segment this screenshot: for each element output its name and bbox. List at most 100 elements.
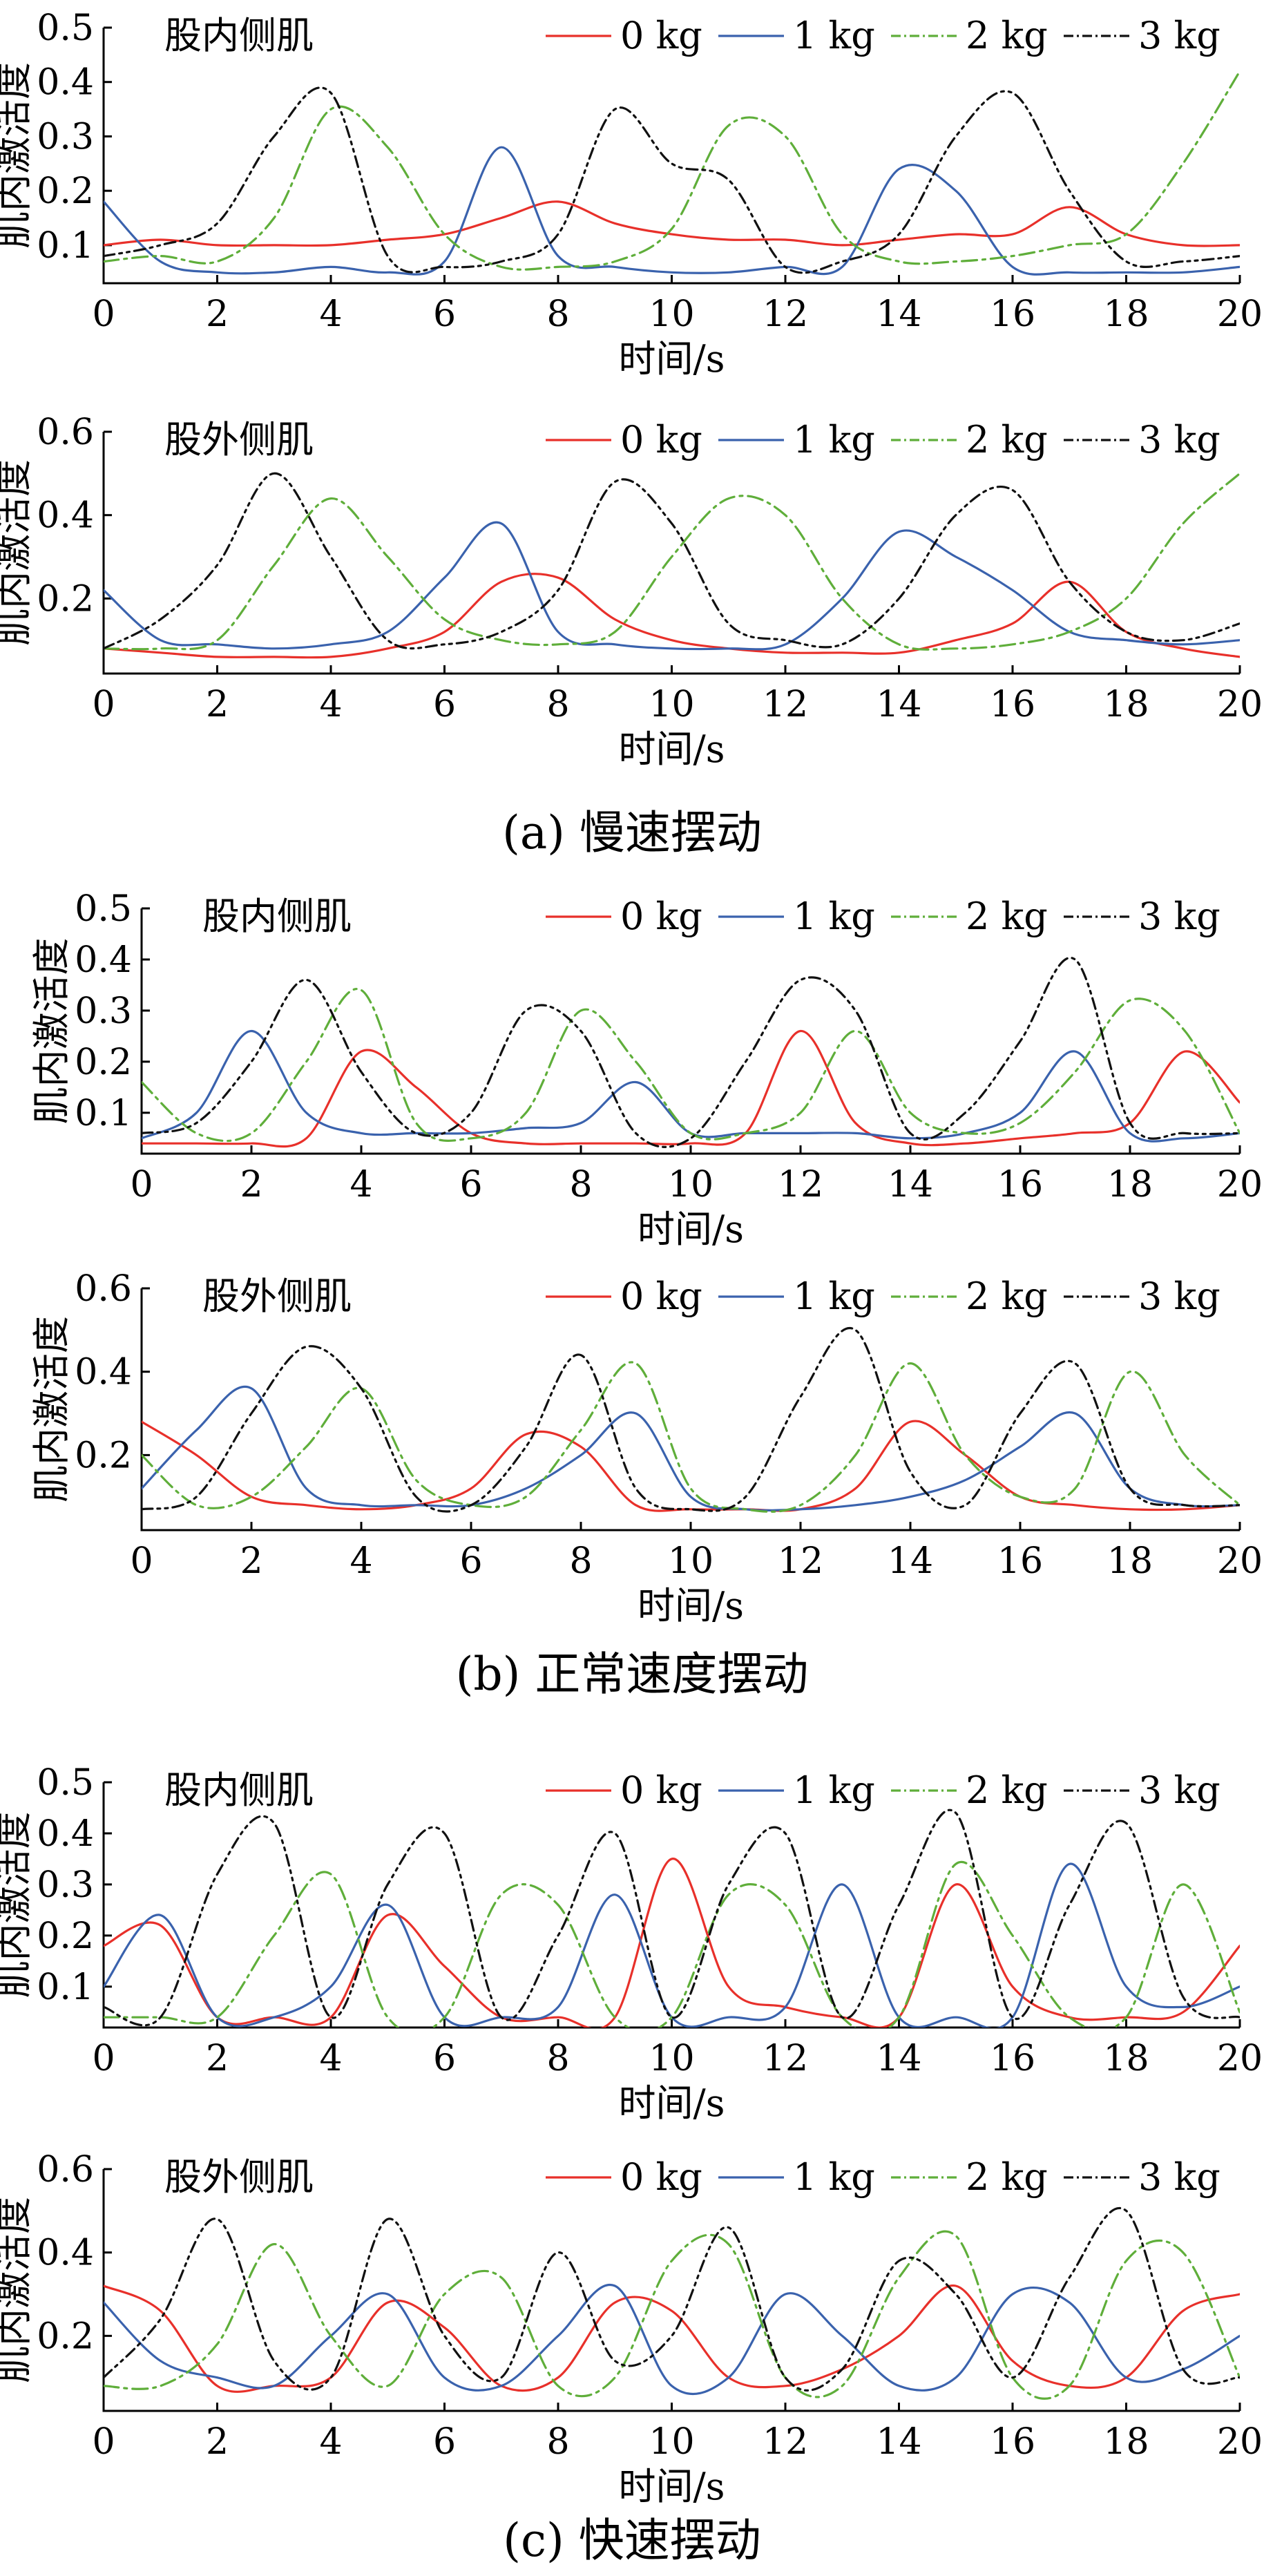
x-axis-label: 时间/s bbox=[638, 1208, 744, 1251]
y-tick-label: 0.2 bbox=[37, 1916, 94, 1957]
x-tick-label: 4 bbox=[319, 2421, 342, 2463]
y-tick-label: 0.4 bbox=[37, 2233, 94, 2274]
y-tick-label: 0.2 bbox=[37, 171, 94, 212]
legend-label: 1 kg bbox=[793, 895, 875, 938]
x-tick-label: 20 bbox=[1217, 294, 1263, 335]
legend: 0 kg 1 kg 2 kg 3 kg bbox=[546, 895, 1220, 938]
x-tick-label: 2 bbox=[206, 684, 229, 725]
x-tick-label: 16 bbox=[990, 684, 1035, 725]
y-axis-label: 肌内激活度 bbox=[0, 1812, 35, 1998]
x-tick-label: 12 bbox=[763, 294, 808, 335]
series-line-3kg bbox=[142, 1327, 1240, 1513]
x-tick-label: 8 bbox=[546, 294, 569, 335]
panel-1: 0 2 4 6 8 10 12 14 16 18 20 0.1 0.2 0.3 0.4 0.5 时间/s 肌内激活… bbox=[0, 8, 1263, 381]
series-line-2kg bbox=[104, 1861, 1240, 2028]
x-tick-label: 6 bbox=[459, 1164, 482, 1205]
y-tick-label: 0.2 bbox=[75, 1042, 132, 1083]
x-tick-label: 0 bbox=[130, 1164, 153, 1205]
x-tick-label: 2 bbox=[240, 1164, 262, 1205]
caption-a: (a) 慢速摆动 bbox=[502, 806, 762, 859]
x-tick-label: 4 bbox=[349, 1164, 372, 1205]
axis-frame bbox=[140, 1288, 1240, 1532]
series-line-2kg bbox=[104, 2230, 1240, 2400]
legend-label: 0 kg bbox=[620, 1275, 702, 1318]
series-group bbox=[104, 1809, 1240, 2028]
series-group bbox=[104, 2207, 1240, 2400]
x-tick-label: 18 bbox=[1103, 2038, 1149, 2079]
legend-label: 3 kg bbox=[1138, 1275, 1220, 1318]
legend-label: 2 kg bbox=[966, 2155, 1048, 2199]
series-line-3kg bbox=[142, 956, 1240, 1148]
x-tick-label: 20 bbox=[1217, 1540, 1263, 1582]
series-line-3kg bbox=[104, 1809, 1240, 2027]
x-tick-label: 6 bbox=[459, 1540, 482, 1582]
panel-2: 0 2 4 6 8 10 12 14 16 18 20 0.2 0.4 0.6 时间/s 肌内激活度 股外侧肌 0… bbox=[0, 412, 1263, 771]
series-line-3kg bbox=[104, 86, 1240, 274]
series-line-0kg bbox=[104, 573, 1240, 659]
x-tick-label: 4 bbox=[319, 294, 342, 335]
series-line-0kg bbox=[104, 200, 1240, 247]
legend-label: 1 kg bbox=[793, 14, 875, 57]
x-tick-label: 18 bbox=[1107, 1540, 1153, 1582]
x-axis-label: 时间/s bbox=[619, 2465, 725, 2508]
x-tick-label: 10 bbox=[649, 684, 694, 725]
x-tick-label: 20 bbox=[1217, 2038, 1263, 2079]
x-tick-label: 0 bbox=[92, 294, 115, 335]
x-tick-label: 2 bbox=[206, 294, 229, 335]
y-tick-label: 0.2 bbox=[37, 2316, 94, 2357]
series-line-2kg bbox=[104, 472, 1240, 651]
y-tick-label: 0.5 bbox=[37, 8, 94, 49]
panel-6: 0 2 4 6 8 10 12 14 16 18 20 0.2 0.4 0.6 时间/s 肌内激活度 股外侧肌 0… bbox=[0, 2149, 1263, 2508]
y-tick-label: 0.1 bbox=[75, 1093, 132, 1134]
y-axis-label: 肌内激活度 bbox=[30, 1316, 73, 1502]
x-tick-label: 18 bbox=[1103, 294, 1149, 335]
x-tick-label: 20 bbox=[1217, 1164, 1263, 1205]
y-axis-label: 肌内激活度 bbox=[0, 62, 35, 249]
panel-title: 股外侧肌 bbox=[164, 2155, 314, 2199]
legend-label: 1 kg bbox=[793, 1768, 875, 1812]
legend-label: 3 kg bbox=[1138, 895, 1220, 938]
x-tick-label: 10 bbox=[668, 1540, 714, 1582]
x-tick-label: 16 bbox=[990, 2421, 1035, 2463]
series-group bbox=[142, 1327, 1240, 1513]
x-tick-label: 16 bbox=[990, 2038, 1035, 2079]
legend-label: 0 kg bbox=[620, 1768, 702, 1812]
legend-label: 2 kg bbox=[966, 418, 1048, 461]
x-tick-label: 16 bbox=[997, 1540, 1043, 1582]
legend-label: 0 kg bbox=[620, 895, 702, 938]
x-tick-label: 16 bbox=[990, 294, 1035, 335]
x-tick-label: 8 bbox=[546, 684, 569, 725]
x-tick-label: 2 bbox=[206, 2038, 229, 2079]
x-tick-label: 20 bbox=[1217, 684, 1263, 725]
x-tick-label: 4 bbox=[349, 1540, 372, 1582]
y-tick-label: 0.4 bbox=[75, 1352, 132, 1393]
y-tick-label: 0.6 bbox=[37, 2149, 94, 2191]
legend: 0 kg 1 kg 2 kg 3 kg bbox=[546, 418, 1220, 461]
y-tick-label: 0.4 bbox=[75, 939, 132, 981]
x-tick-label: 14 bbox=[888, 1540, 933, 1582]
series-line-1kg bbox=[104, 521, 1240, 651]
axis-frame bbox=[102, 432, 1240, 675]
legend-label: 2 kg bbox=[966, 895, 1048, 938]
panel-title: 股内侧肌 bbox=[202, 895, 352, 938]
x-tick-label: 10 bbox=[649, 2421, 694, 2463]
x-tick-label: 12 bbox=[778, 1164, 823, 1205]
x-tick-label: 14 bbox=[876, 2421, 921, 2463]
panel-5: 0 2 4 6 8 10 12 14 16 18 20 0.1 0.2 0.3 0.4 0.5 时间/s 肌内激活… bbox=[0, 1762, 1263, 2125]
y-tick-label: 0.4 bbox=[37, 1813, 94, 1855]
x-tick-label: 8 bbox=[546, 2038, 569, 2079]
x-axis-label: 时间/s bbox=[638, 1584, 744, 1628]
y-tick-label: 0.3 bbox=[75, 991, 132, 1032]
legend-label: 0 kg bbox=[620, 2155, 702, 2199]
y-tick-label: 0.2 bbox=[75, 1435, 132, 1476]
x-tick-label: 14 bbox=[876, 2038, 921, 2079]
y-tick-label: 0.6 bbox=[37, 412, 94, 453]
y-axis-label: 肌内激活度 bbox=[30, 938, 73, 1125]
x-tick-label: 0 bbox=[92, 684, 115, 725]
x-tick-label: 16 bbox=[997, 1164, 1043, 1205]
series-group bbox=[104, 472, 1240, 659]
x-tick-label: 4 bbox=[319, 2038, 342, 2079]
x-tick-label: 10 bbox=[668, 1164, 714, 1205]
series-line-2kg bbox=[142, 1361, 1240, 1513]
